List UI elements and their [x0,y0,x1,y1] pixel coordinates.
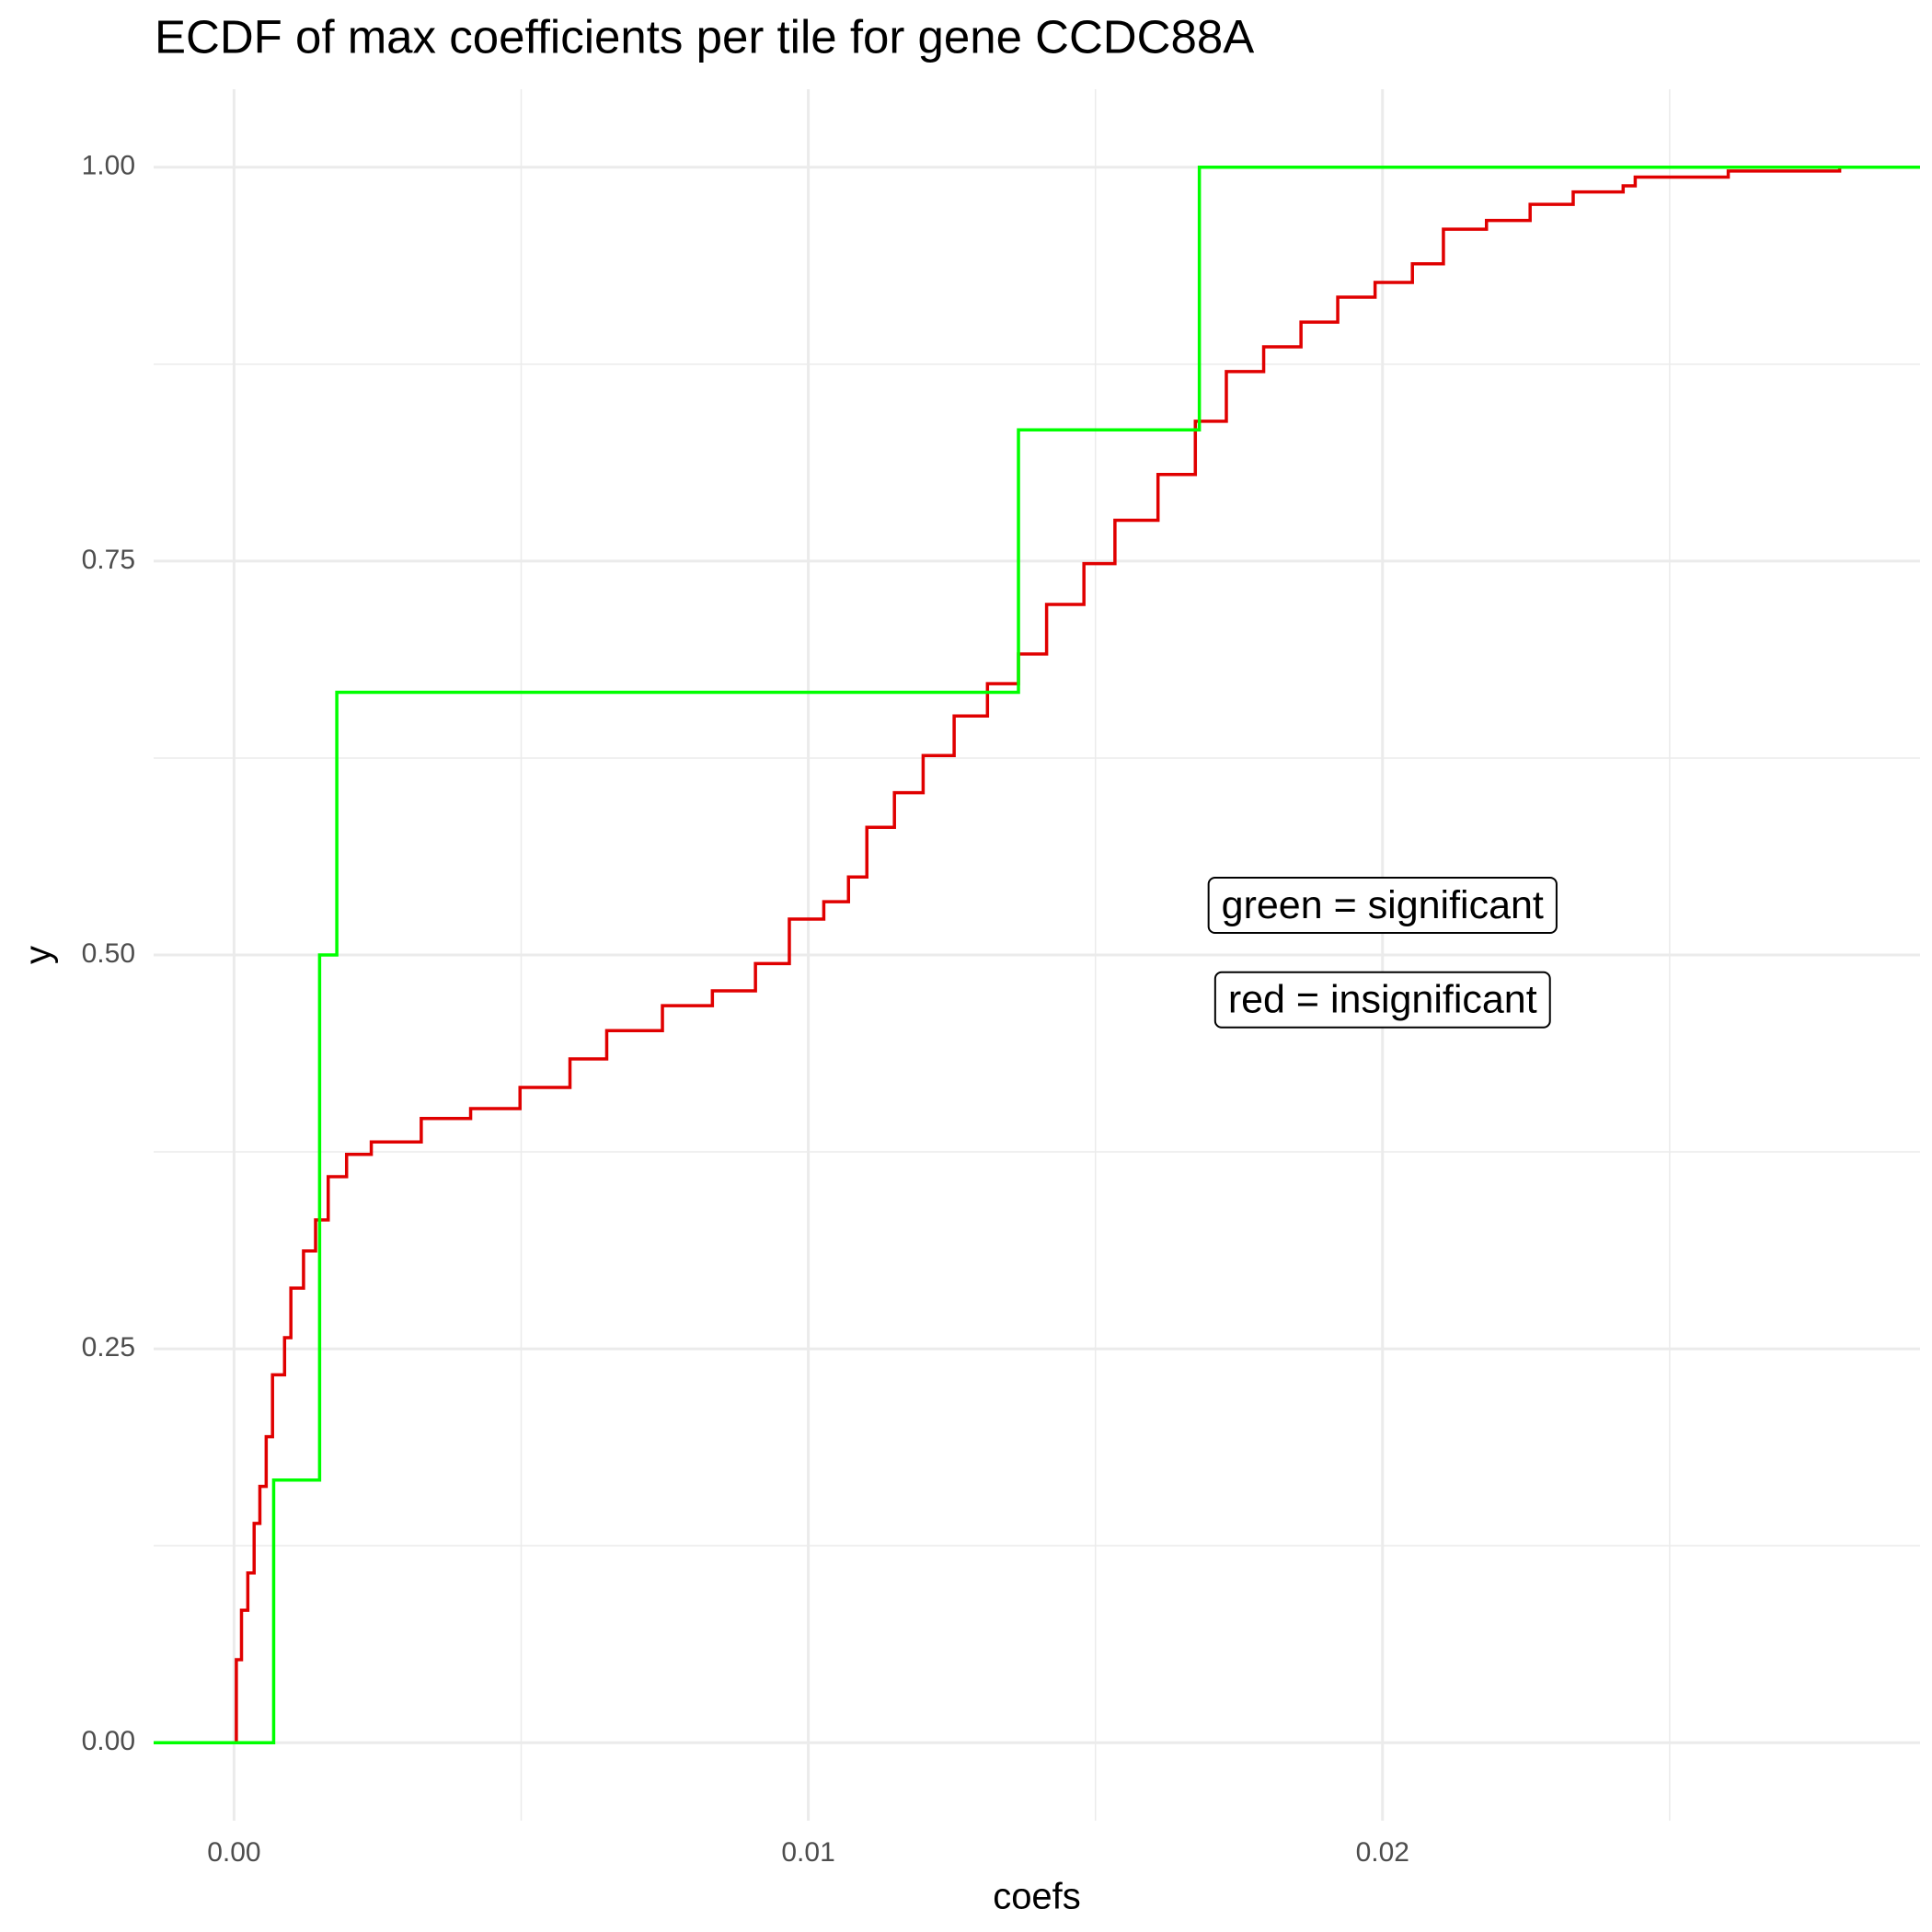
annotation-box [1207,876,1558,934]
x-tick-label: 0.02 [1356,1837,1409,1868]
x-tick-label: 0.00 [207,1837,260,1868]
ecdf-line [154,166,1920,1744]
annotation-label: red = insignificant [1228,978,1537,1022]
x-tick-label: 0.01 [781,1837,834,1868]
ecdf-line [154,166,1920,1744]
annotation-label: green = significant [1222,883,1544,927]
y-tick-label: 0.25 [82,1332,135,1363]
y-tick-label: 0.75 [82,545,135,575]
chart-title: ECDF of max coefficients per tile for ge… [155,10,1254,63]
x-axis-title: coefs [993,1877,1081,1917]
y-tick-label: 1.00 [82,151,135,181]
y-axis-title: y [18,946,59,964]
y-tick-label: 0.50 [82,938,135,969]
y-tick-label: 0.00 [82,1726,135,1756]
annotation-box [1213,971,1551,1029]
